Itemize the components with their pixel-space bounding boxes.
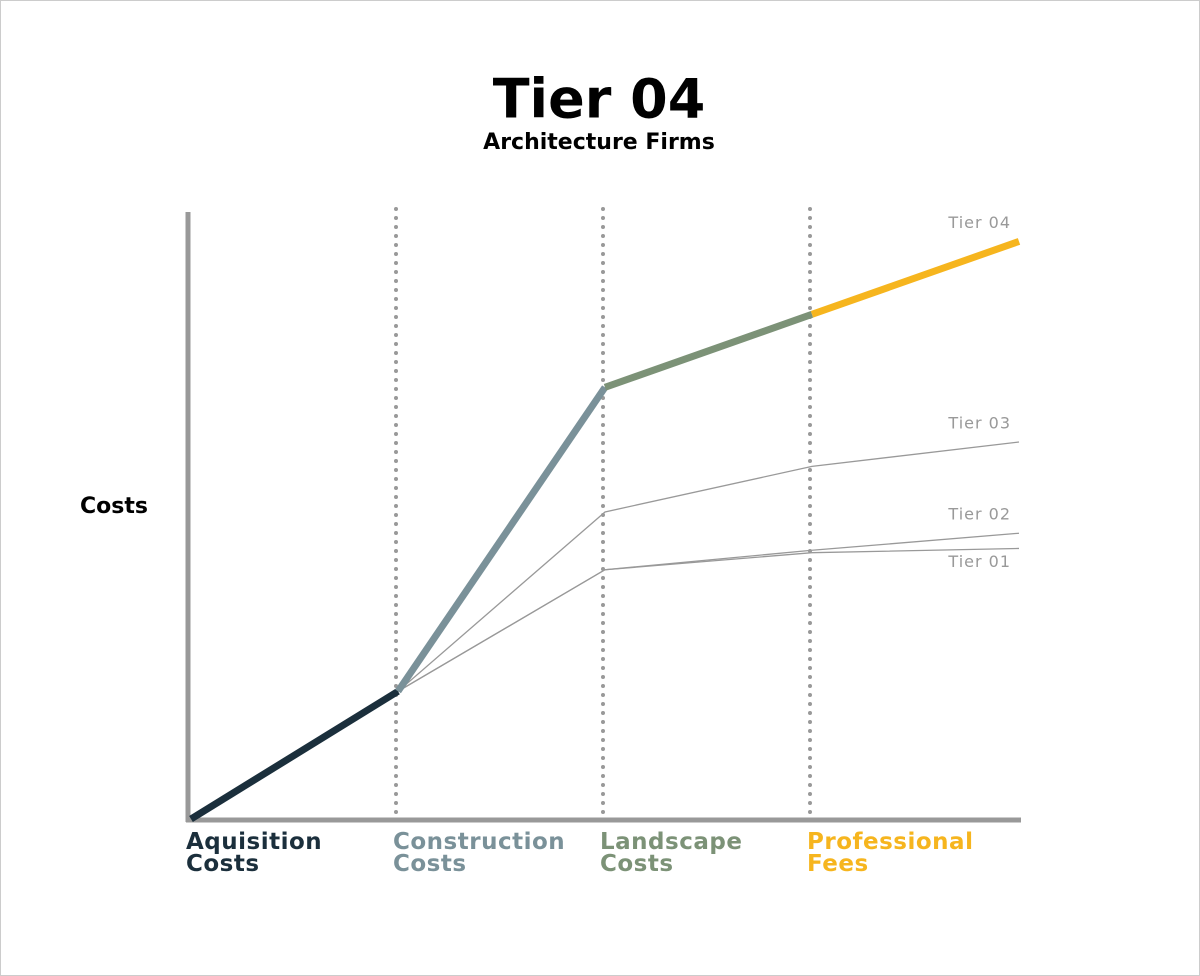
chart-title: Tier 04 bbox=[493, 68, 706, 131]
y-axis-label: Costs bbox=[80, 494, 148, 519]
line-segment bbox=[395, 385, 608, 694]
line-segment bbox=[603, 311, 814, 391]
series-label: Tier 01 bbox=[947, 552, 1011, 571]
line bbox=[190, 532, 1020, 820]
series-label: Tier 03 bbox=[947, 414, 1011, 433]
x-tick-label: Aquisition Costs bbox=[186, 829, 323, 877]
line-segment bbox=[810, 238, 1021, 318]
x-tick-label: Construction Costs bbox=[393, 829, 566, 877]
line-segment bbox=[189, 688, 400, 822]
x-tick-label: Landscape Costs bbox=[600, 829, 743, 877]
line bbox=[190, 547, 1020, 820]
series-label: Tier 02 bbox=[947, 505, 1011, 524]
series-label: Tier 04 bbox=[947, 213, 1011, 232]
x-tick-label: Professional Fees bbox=[807, 829, 974, 877]
chart-subtitle: Architecture Firms bbox=[483, 130, 715, 155]
line bbox=[190, 441, 1020, 820]
